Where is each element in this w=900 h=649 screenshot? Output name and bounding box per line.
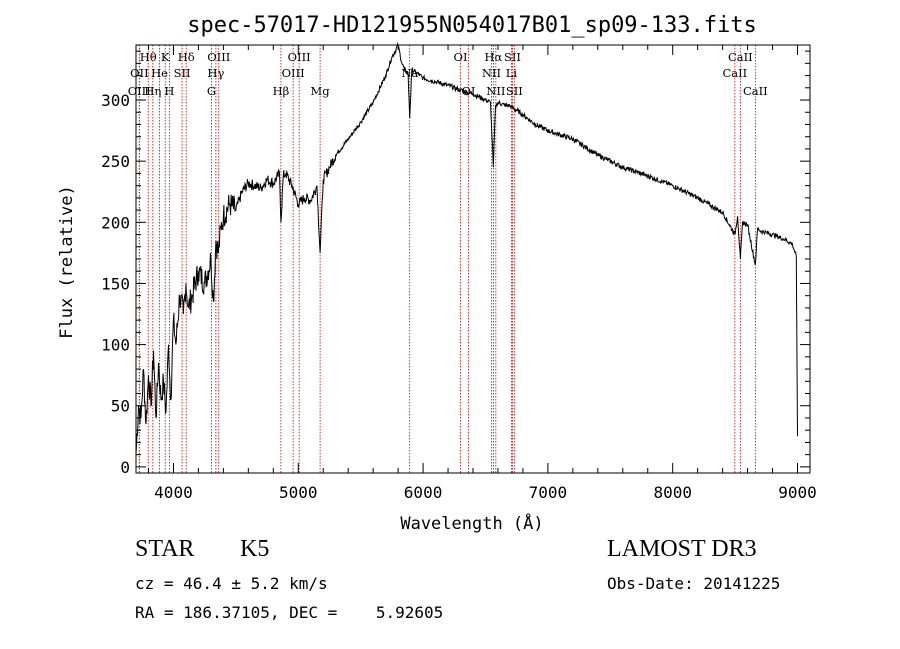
line-label: SII	[504, 50, 521, 64]
line-label: Mg	[311, 84, 331, 98]
line-label: Hγ	[207, 66, 224, 80]
y-tick-label: 200	[101, 213, 130, 232]
line-label: OIII	[207, 50, 230, 64]
line-label: SII	[506, 84, 523, 98]
line-label: Hδ	[178, 50, 195, 64]
chart-title: spec-57017-HD121955N054017B01_sp09-133.f…	[187, 13, 757, 38]
line-label: Hα	[484, 50, 502, 64]
line-label: OII	[130, 66, 149, 80]
coordinates: RA = 186.37105, DEC = 5.92605	[135, 603, 444, 622]
line-label: OI	[454, 50, 468, 64]
line-label: SII	[174, 66, 191, 80]
line-label: CaII	[743, 84, 768, 98]
survey-name: LAMOST DR3	[607, 536, 757, 562]
line-label: Li	[506, 66, 518, 80]
y-tick-label: 100	[101, 336, 130, 355]
line-label: G	[207, 84, 216, 98]
line-label: K	[161, 50, 170, 64]
spectral-class: K5	[240, 536, 270, 562]
y-tick-label: 150	[101, 274, 130, 293]
line-label: CaII	[722, 66, 747, 80]
plot-frame	[135, 44, 811, 474]
x-tick-label: 5000	[279, 483, 318, 502]
spectrum-line	[135, 41, 798, 455]
line-label: Hη	[144, 84, 161, 98]
y-tick-label: 300	[101, 91, 130, 110]
y-tick-label: 0	[120, 458, 130, 477]
axis-ticks: 4000 5000 6000 7000 8000 9000 0 50 100 150 200 250 3…	[101, 45, 817, 502]
x-tick-label: 4000	[154, 483, 193, 502]
obs-date: Obs-Date: 20141225	[607, 574, 781, 593]
x-axis-label: Wavelength (Å)	[400, 512, 543, 534]
y-tick-label: 50	[111, 397, 130, 416]
redshift-readout: cz = 46.4 ± 5.2 km/s	[135, 574, 328, 593]
line-label: OIII	[128, 84, 151, 98]
line-label: NII	[482, 66, 501, 80]
line-label: Hβ	[273, 84, 290, 98]
line-label: H	[164, 84, 174, 98]
line-label: OIII	[282, 66, 305, 80]
x-tick-label: 7000	[529, 483, 568, 502]
x-tick-label: 9000	[778, 483, 817, 502]
line-label: He	[151, 66, 168, 80]
line-label: OIII	[288, 50, 311, 64]
line-label: Hθ	[140, 50, 157, 64]
y-tick-label: 250	[101, 152, 130, 171]
object-type: STAR	[135, 536, 195, 562]
y-axis-label: Flux (relative)	[57, 185, 77, 339]
spectral-line-markers	[138, 45, 756, 473]
x-tick-label: 6000	[404, 483, 443, 502]
x-tick-label: 8000	[653, 483, 692, 502]
line-label: NII	[486, 84, 505, 98]
line-label: CaII	[728, 50, 753, 64]
